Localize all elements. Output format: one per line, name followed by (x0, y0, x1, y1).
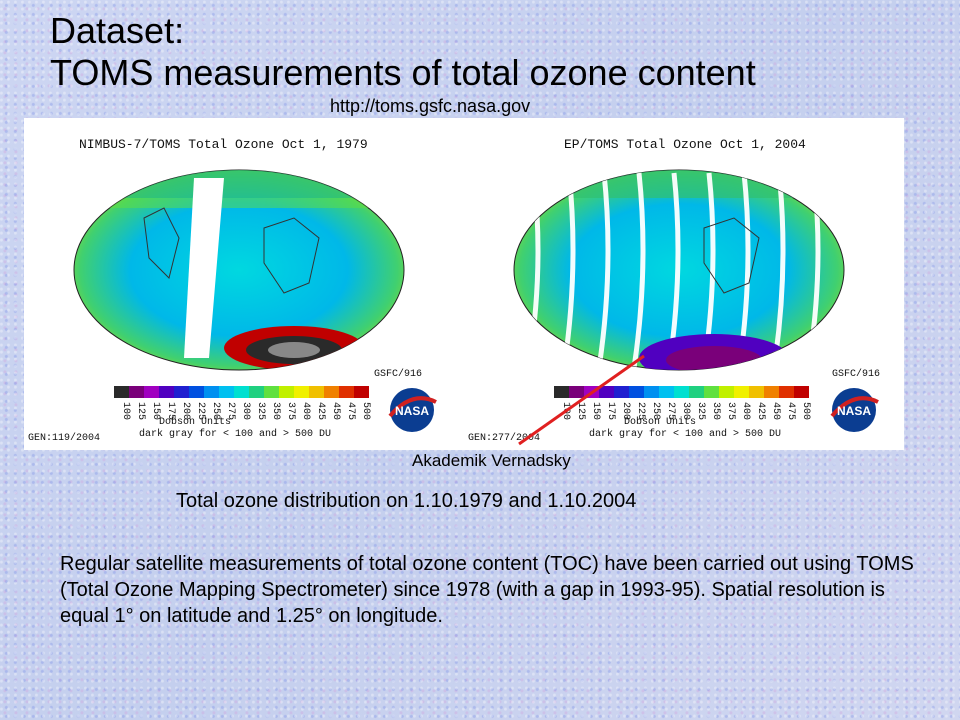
units-2004: Dobson Units (624, 416, 696, 428)
scale-swatch (689, 386, 704, 398)
scale-tick-label: 350 (710, 402, 721, 420)
ozone-map-1979: NIMBUS-7/TOMS Total Ozone Oct 1, 1979 10… (28, 137, 437, 444)
scale-tick-label: 200 (180, 402, 191, 420)
scale-tick-label: 150 (150, 402, 161, 420)
scale-swatch (704, 386, 719, 398)
credit-1979: GSFC/916 (374, 368, 422, 380)
scale-tick-label: 125 (135, 402, 146, 420)
title-line-1: Dataset: (50, 10, 185, 51)
map-header-2004: EP/TOMS Total Ozone Oct 1, 2004 (564, 137, 806, 152)
scale-swatch (129, 386, 144, 398)
note-2004: dark gray for < 100 and > 500 DU (589, 428, 781, 440)
color-scale-1979: 100 125 150 175 200 225 250 275 300 325 350 375 400 4… (114, 386, 371, 420)
note-1979: dark gray for < 100 and > 500 DU (139, 428, 331, 440)
scale-tick-label: 300 (240, 402, 251, 420)
scale-swatch (629, 386, 644, 398)
scale-swatch (324, 386, 339, 398)
scale-tick-label: 275 (225, 402, 236, 420)
scale-tick-label: 350 (270, 402, 281, 420)
units-1979: Dobson Units (159, 416, 231, 428)
scale-tick-label: 425 (755, 402, 766, 420)
scale-tick-label: 150 (590, 402, 601, 420)
scale-tick-label: 325 (695, 402, 706, 420)
scale-swatch (309, 386, 324, 398)
scale-tick-label: 425 (315, 402, 326, 420)
scale-swatch (189, 386, 204, 398)
scale-swatch (264, 386, 279, 398)
scale-tick-label: 450 (770, 402, 781, 420)
scale-tick-label: 225 (635, 402, 646, 420)
nasa-logo-1979: NASA (388, 388, 437, 432)
scale-swatch (659, 386, 674, 398)
scale-swatch (144, 386, 159, 398)
title-line-2: TOMS measurements of total ozone content (50, 52, 756, 93)
nasa-text-1979: NASA (395, 404, 429, 418)
scale-swatch (614, 386, 629, 398)
scale-swatch (794, 386, 809, 398)
scale-tick-label: 250 (210, 402, 221, 420)
scale-swatch (279, 386, 294, 398)
scale-tick-label: 175 (165, 402, 176, 420)
ozone-map-2004: EP/TOMS Total Ozone Oct 1, 2004 (468, 137, 880, 444)
scale-swatch (734, 386, 749, 398)
scale-swatch (764, 386, 779, 398)
scale-tick-label: 375 (725, 402, 736, 420)
description-paragraph: Regular satellite measurements of total … (60, 553, 914, 627)
scale-tick-label: 250 (650, 402, 661, 420)
source-url[interactable]: http://toms.gsfc.nasa.gov (330, 96, 531, 116)
vernadsky-pointer-arrow (518, 354, 645, 446)
scale-swatch (749, 386, 764, 398)
scale-tick-label: 125 (575, 402, 586, 420)
scale-swatch (354, 386, 369, 398)
akademik-vernadsky-label: Akademik Vernadsky (412, 451, 571, 470)
scale-tick-label: 400 (740, 402, 751, 420)
scale-tick-label: 200 (620, 402, 631, 420)
slide-title: Dataset: TOMS measurements of total ozon… (50, 10, 756, 94)
scale-tick-label: 500 (800, 402, 811, 420)
scale-swatch (114, 386, 129, 398)
map-header-1979: NIMBUS-7/TOMS Total Ozone Oct 1, 1979 (79, 137, 368, 152)
scale-tick-label: 175 (605, 402, 616, 420)
scale-swatch (249, 386, 264, 398)
scale-swatch (234, 386, 249, 398)
scale-swatch (569, 386, 584, 398)
scale-tick-label: 275 (665, 402, 676, 420)
scale-swatch (159, 386, 174, 398)
scale-swatch (674, 386, 689, 398)
scale-swatch (779, 386, 794, 398)
scale-tick-label: 475 (785, 402, 796, 420)
scale-swatch (174, 386, 189, 398)
scale-tick-label: 100 (120, 402, 131, 420)
scale-swatch (339, 386, 354, 398)
scale-tick-label: 400 (300, 402, 311, 420)
scale-swatch (204, 386, 219, 398)
nasa-text-2004: NASA (837, 404, 871, 418)
scale-swatch (644, 386, 659, 398)
scale-swatch (294, 386, 309, 398)
scale-swatch (599, 386, 614, 398)
scale-tick-label: 300 (680, 402, 691, 420)
scale-tick-label: 325 (255, 402, 266, 420)
figure-caption: Total ozone distribution on 1.10.1979 an… (176, 490, 637, 512)
scale-tick-label: 450 (330, 402, 341, 420)
scale-tick-label: 225 (195, 402, 206, 420)
scale-swatch (554, 386, 569, 398)
ozone-maps-figure: NIMBUS-7/TOMS Total Ozone Oct 1, 1979 10… (24, 118, 904, 450)
credit-2004: GSFC/916 (832, 368, 880, 380)
scale-tick-label: 500 (360, 402, 371, 420)
scale-tick-label: 375 (285, 402, 296, 420)
scale-swatch (219, 386, 234, 398)
scale-tick-label: 475 (345, 402, 356, 420)
nasa-logo-2004: NASA (830, 388, 879, 432)
gen-1979: GEN:119/2004 (28, 432, 100, 444)
scale-swatch (719, 386, 734, 398)
